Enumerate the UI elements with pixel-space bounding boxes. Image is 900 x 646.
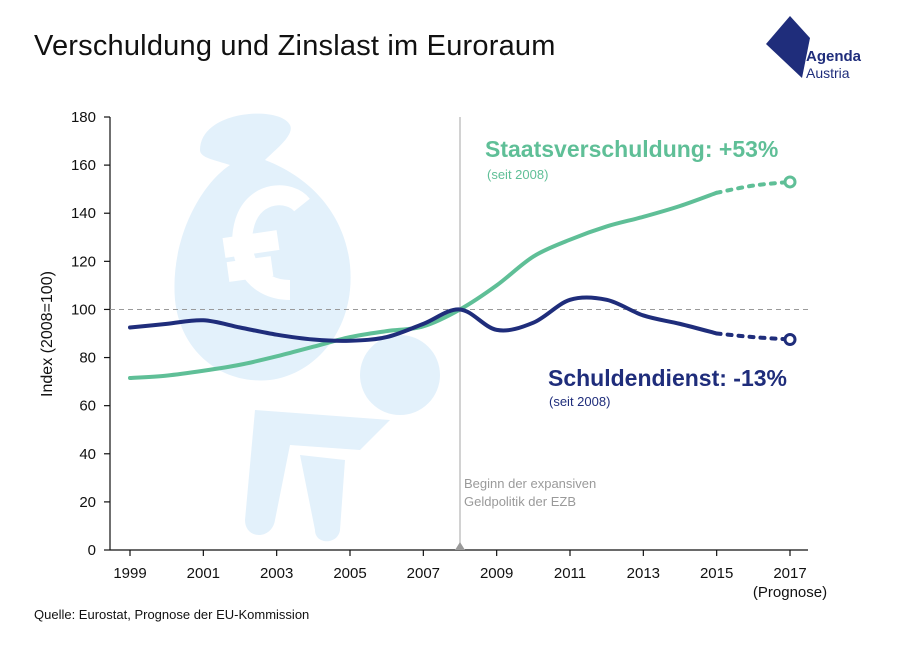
chart-title: Verschuldung und Zinslast im Euroraum — [34, 30, 556, 62]
x-tick-label: 2017 — [773, 565, 806, 582]
debt-series-label: Staatsverschuldung: +53% — [485, 136, 778, 162]
y-tick-label: 40 — [79, 446, 96, 463]
x-tick-label: 2005 — [333, 565, 366, 582]
y-tick-label: 60 — [79, 398, 96, 415]
logo-text-austria: Austria — [806, 65, 850, 81]
y-tick-label: 0 — [88, 542, 96, 559]
y-tick-label: 160 — [71, 157, 96, 174]
x-tick-label: 2003 — [260, 565, 293, 582]
y-tick-label: 100 — [71, 301, 96, 318]
x-tick-label: 2007 — [407, 565, 440, 582]
x-tick-label: 1999 — [113, 565, 146, 582]
y-tick-label: 20 — [79, 494, 96, 511]
ecb-note-line1: Beginn der expansiven — [464, 476, 596, 491]
debt-forecast-endpoint — [783, 175, 797, 189]
debt-series-line — [128, 190, 719, 381]
y-axis-label: Index (2008=100) — [39, 271, 56, 397]
ecb-policy-marker-triangle — [455, 542, 465, 550]
forecast-label: (Prognose) — [753, 584, 827, 601]
service-forecast-line — [714, 331, 792, 342]
euro-sign-icon — [222, 185, 310, 300]
service-series-line — [128, 295, 719, 343]
service-series-label: Schuldendienst: -13% — [548, 365, 787, 391]
x-tick-label: 2001 — [187, 565, 220, 582]
x-tick-label: 2011 — [554, 565, 586, 582]
source-note: Quelle: Eurostat, Prognose der EU-Kommis… — [34, 607, 310, 622]
service-forecast-endpoint — [783, 333, 797, 347]
debt-series-since: (seit 2008) — [487, 167, 548, 182]
agenda-austria-logo-icon — [766, 16, 810, 78]
debt-forecast-line — [714, 179, 792, 195]
y-tick-label: 140 — [71, 205, 96, 222]
x-tick-label: 2013 — [627, 565, 660, 582]
y-tick-label: 180 — [71, 109, 96, 126]
y-tick-label: 120 — [71, 253, 96, 270]
x-tick-label: 2009 — [480, 565, 513, 582]
logo-text-agenda: Agenda — [806, 48, 862, 65]
ecb-note-line2: Geldpolitik der EZB — [464, 494, 576, 509]
service-series-since: (seit 2008) — [549, 394, 610, 409]
x-tick-label: 2015 — [700, 565, 733, 582]
money-bag-carrier-icon — [174, 113, 440, 542]
y-tick-label: 80 — [79, 350, 96, 367]
